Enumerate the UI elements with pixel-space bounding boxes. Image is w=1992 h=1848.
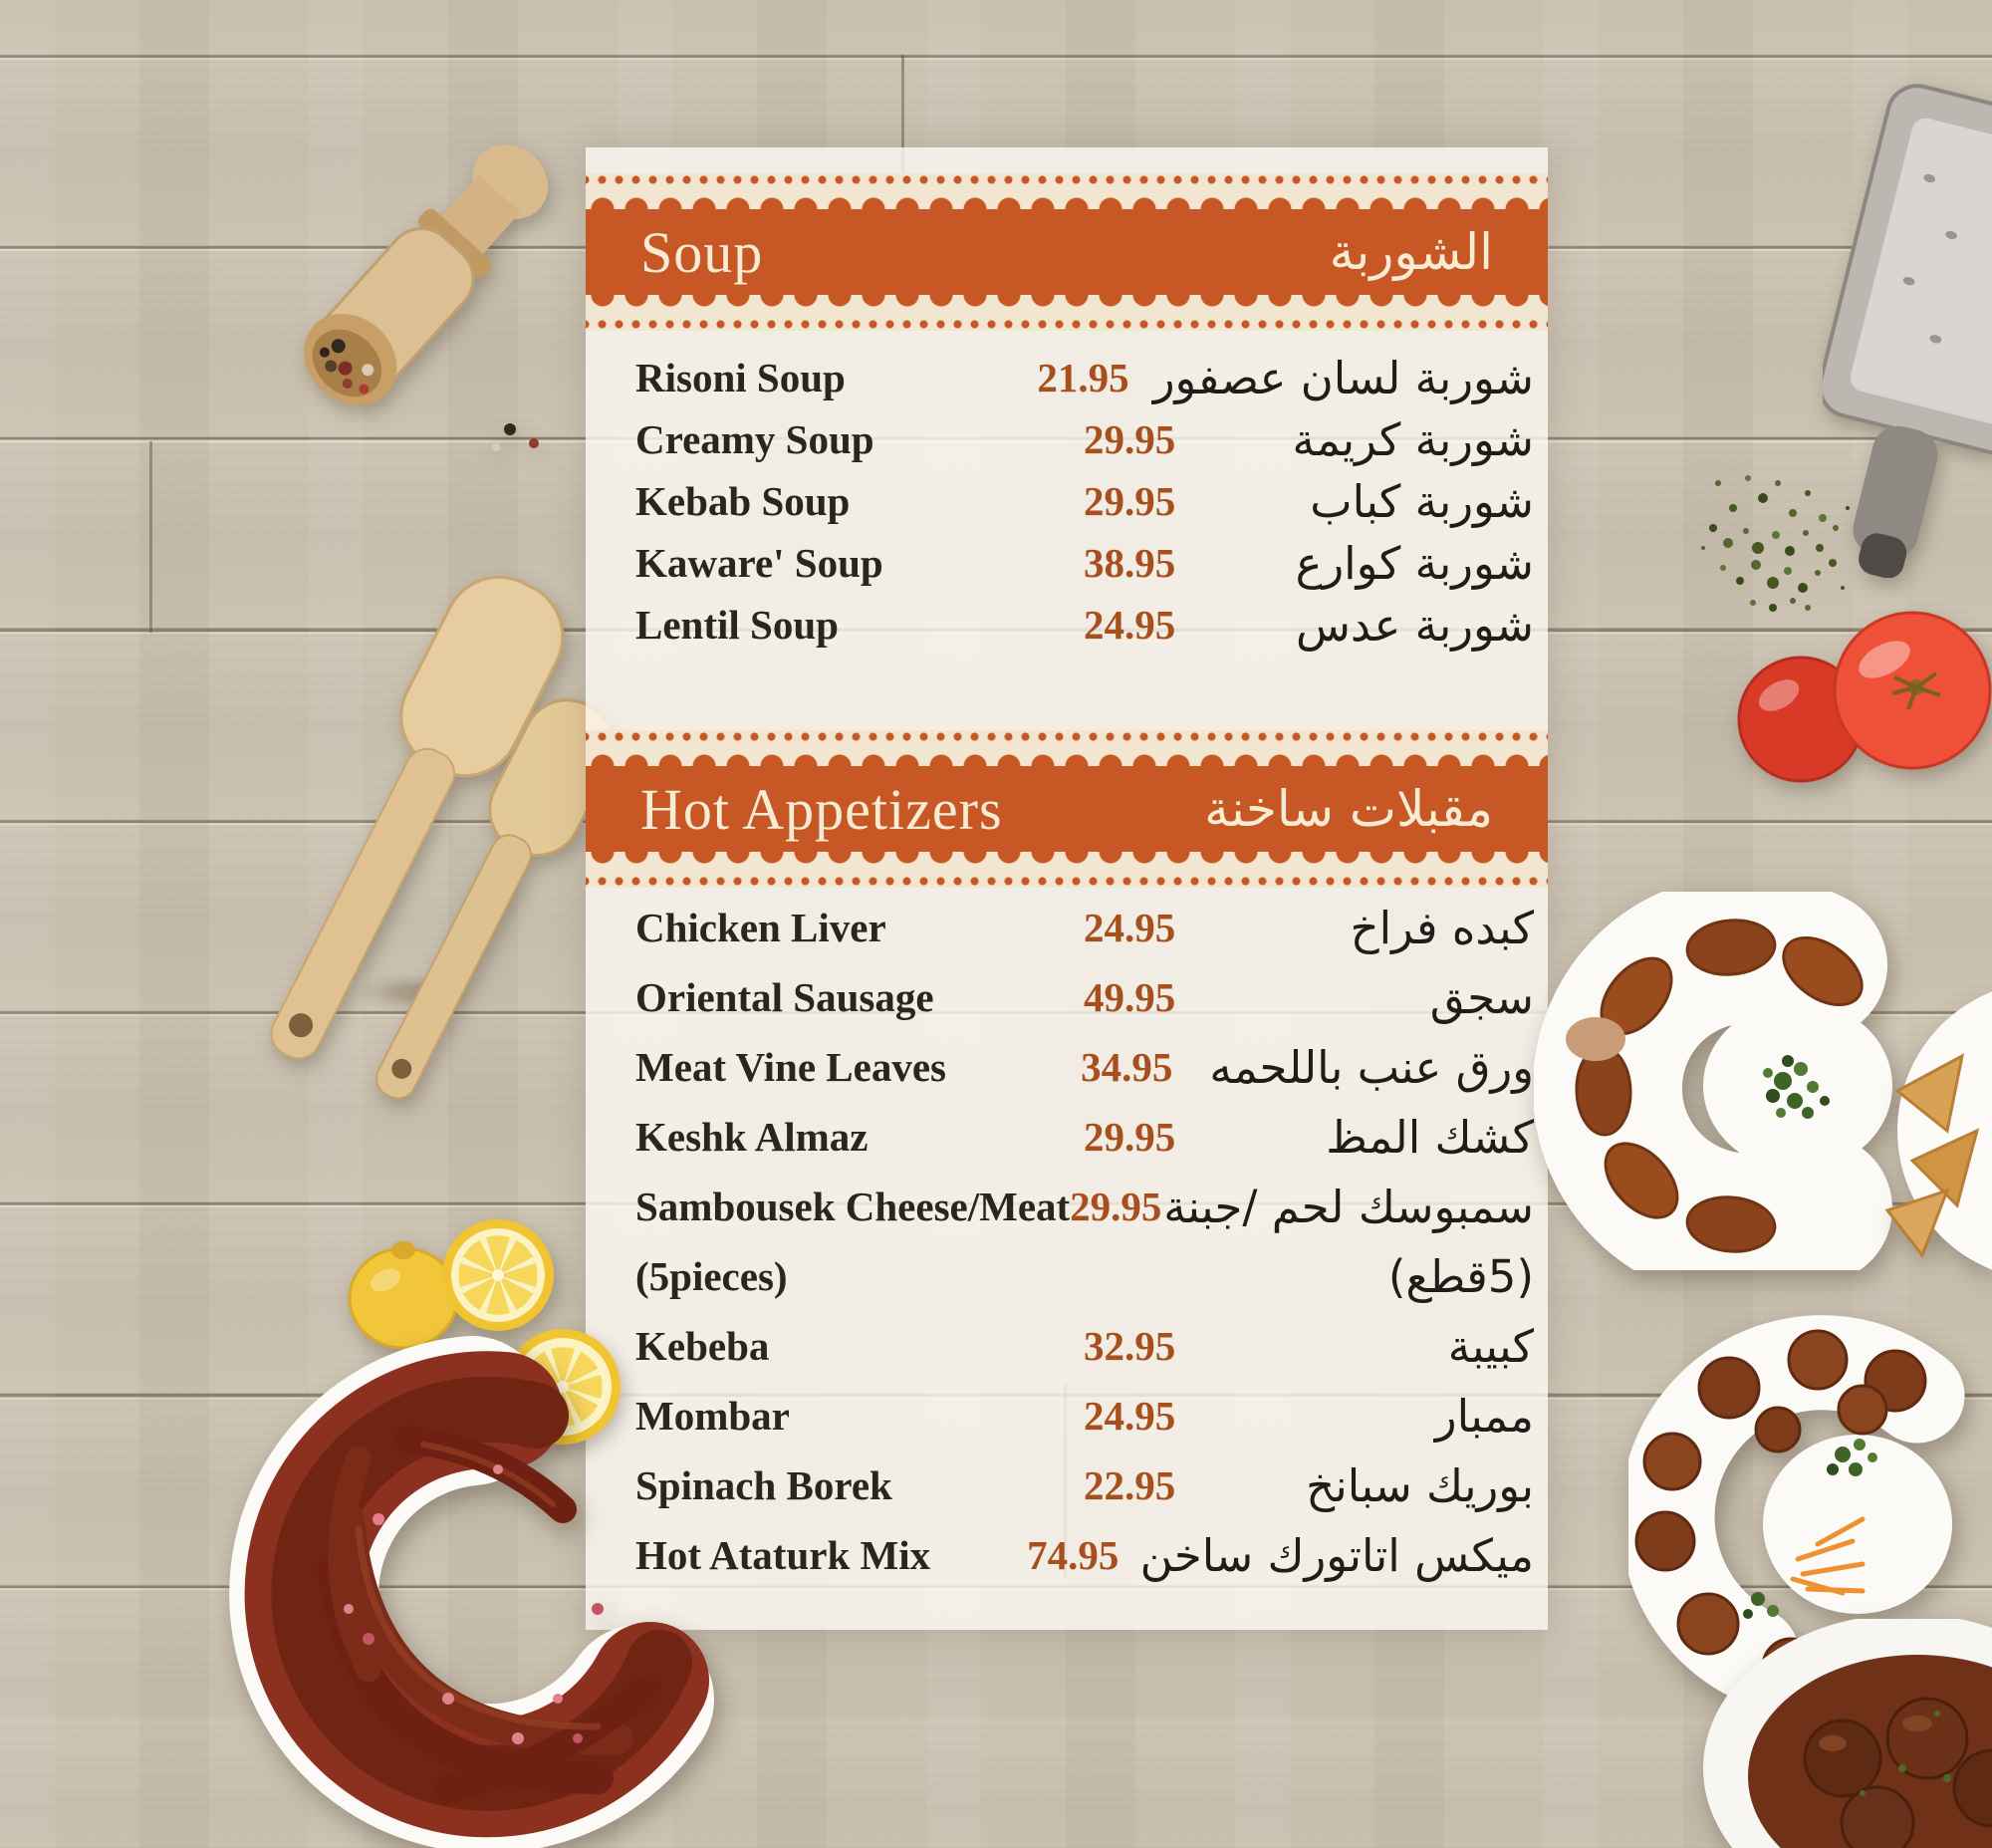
item-name-en: Spinach Borek — [635, 1462, 892, 1508]
menu-panel: Soup الشوربة Risoni Soup 21.95 شوربة لسا… — [586, 147, 1548, 1630]
item-name-en: Kaware' Soup — [635, 540, 883, 586]
item-name-en: Risoni Soup — [635, 355, 846, 400]
item-price: 29.95 — [1084, 416, 1176, 462]
item-name-en: Kebeba — [635, 1323, 770, 1369]
menu-item-row: Creamy Soup 29.95 شوربة كريمة — [635, 408, 1534, 470]
item-name-en: (5pieces) — [635, 1253, 788, 1299]
wood-joint — [149, 441, 152, 633]
soup-item-list: Risoni Soup 21.95 شوربة لسان عصفور Cream… — [635, 347, 1534, 656]
lace-border-icon — [586, 730, 1548, 766]
item-name-en: Keshk Almaz — [635, 1114, 869, 1160]
hot-appetizers-item-list: Chicken Liver 24.95 كبده فراخ Oriental S… — [635, 893, 1534, 1590]
item-name-ar: كبيبة — [1447, 1319, 1534, 1373]
parsley-garnish — [1743, 1439, 1877, 1619]
meatball-plate — [1619, 1270, 1992, 1718]
item-price: 32.95 — [1084, 1323, 1176, 1369]
menu-item-row: Mombar 24.95 ممبار — [635, 1381, 1534, 1451]
sausage-plate — [199, 1310, 777, 1848]
item-name-ar: كشك المظ — [1326, 1110, 1534, 1164]
section-header-hot-appetizers: Hot Appetizers مقبلات ساخنة — [586, 730, 1548, 888]
kibbeh-plate — [1532, 874, 1962, 1303]
item-price: 29.95 — [1070, 1184, 1162, 1229]
item-price: 29.95 — [1084, 478, 1176, 524]
item-price: 74.95 — [1027, 1532, 1120, 1578]
item-name-ar: سمبوسك لحم /جبنة — [1163, 1180, 1534, 1233]
soup-title-en: Soup — [640, 219, 764, 285]
hot-appetizers-title-ar: مقبلات ساخنة — [1204, 780, 1493, 838]
item-name-ar: ورق عنب باللحمه — [1209, 1040, 1534, 1094]
item-name-ar: كبده فراخ — [1350, 901, 1534, 954]
meatball-bowl — [1693, 1614, 1992, 1848]
lace-border-icon — [586, 295, 1548, 331]
menu-item-row: Hot Ataturk Mix 74.95 ميكس اتاتورك ساخن — [635, 1520, 1534, 1590]
item-name-ar: شوربة كوارع — [1295, 536, 1534, 590]
item-name-ar: سجق — [1429, 970, 1534, 1024]
item-name-ar: بوريك سبانخ — [1306, 1458, 1534, 1512]
item-price: 49.95 — [1084, 974, 1176, 1020]
tomatoes — [1713, 598, 1992, 807]
item-name-en: Kebab Soup — [635, 478, 851, 524]
item-price: 24.95 — [1084, 602, 1176, 648]
item-name-ar: شوربة عدس — [1295, 598, 1534, 652]
menu-item-row: Meat Vine Leaves 34.95 ورق عنب باللحمه — [635, 1032, 1534, 1102]
item-name-en: Oriental Sausage — [635, 974, 934, 1020]
menu-item-row: Oriental Sausage 49.95 سجق — [635, 962, 1534, 1032]
item-name-en: Chicken Liver — [635, 905, 886, 950]
lace-border-icon — [586, 173, 1548, 209]
menu-item-row: Chicken Liver 24.95 كبده فراخ — [635, 893, 1534, 962]
menu-item-row: (5pieces) (5قطع) — [635, 1241, 1534, 1311]
item-name-en: Hot Ataturk Mix — [635, 1532, 931, 1578]
item-name-ar: شوربة كباب — [1310, 474, 1534, 528]
item-price: 24.95 — [1084, 1393, 1176, 1439]
item-name-ar: ممبار — [1434, 1389, 1534, 1443]
item-name-en: Sambousek Cheese/Meat — [635, 1184, 1071, 1229]
item-price: 24.95 — [1084, 905, 1176, 950]
item-name-ar: شوربة كريمة — [1292, 412, 1534, 466]
menu-item-row: Keshk Almaz 29.95 كشك المظ — [635, 1102, 1534, 1172]
menu-item-row: Sambousek Cheese/Meat 29.95 سمبوسك لحم /… — [635, 1172, 1534, 1241]
menu-item-row: Kebab Soup 29.95 شوربة كباب — [635, 470, 1534, 532]
metal-grater — [1818, 70, 1992, 579]
menu-item-row: Kaware' Soup 38.95 شوربة كوارع — [635, 532, 1534, 594]
parsley-garnish — [1763, 1055, 1830, 1119]
item-price: 38.95 — [1084, 540, 1176, 586]
carrot-shreds — [1790, 1516, 1866, 1596]
wooden-spice-scoop — [249, 115, 608, 463]
item-name-ar: (5قطع) — [1387, 1249, 1534, 1303]
item-price: 21.95 — [1037, 355, 1129, 400]
item-price: 29.95 — [1084, 1114, 1176, 1160]
item-name-ar: ميكس اتاتورك ساخن — [1139, 1528, 1534, 1582]
hot-appetizers-title-en: Hot Appetizers — [640, 776, 1003, 842]
wooden-spatulas — [129, 543, 687, 1131]
item-name-en: Creamy Soup — [635, 416, 874, 462]
samosa-plate — [1877, 981, 1992, 1280]
soup-title-ar: الشوربة — [1329, 223, 1493, 281]
menu-item-row: Risoni Soup 21.95 شوربة لسان عصفور — [635, 347, 1534, 408]
dried-herbs — [1658, 423, 1907, 658]
menu-item-row: Lentil Soup 24.95 شوربة عدس — [635, 594, 1534, 656]
menu-item-row: Kebeba 32.95 كبيبة — [635, 1311, 1534, 1381]
item-name-en: Meat Vine Leaves — [635, 1044, 946, 1090]
section-header-soup: Soup الشوربة — [586, 173, 1548, 331]
item-name-ar: شوربة لسان عصفور — [1152, 351, 1534, 404]
item-price: 22.95 — [1084, 1462, 1176, 1508]
lace-border-icon — [586, 852, 1548, 888]
item-name-en: Lentil Soup — [635, 602, 839, 648]
item-price: 34.95 — [1081, 1044, 1173, 1090]
item-name-en: Mombar — [635, 1393, 790, 1439]
menu-item-row: Spinach Borek 22.95 بوريك سبانخ — [635, 1451, 1534, 1520]
